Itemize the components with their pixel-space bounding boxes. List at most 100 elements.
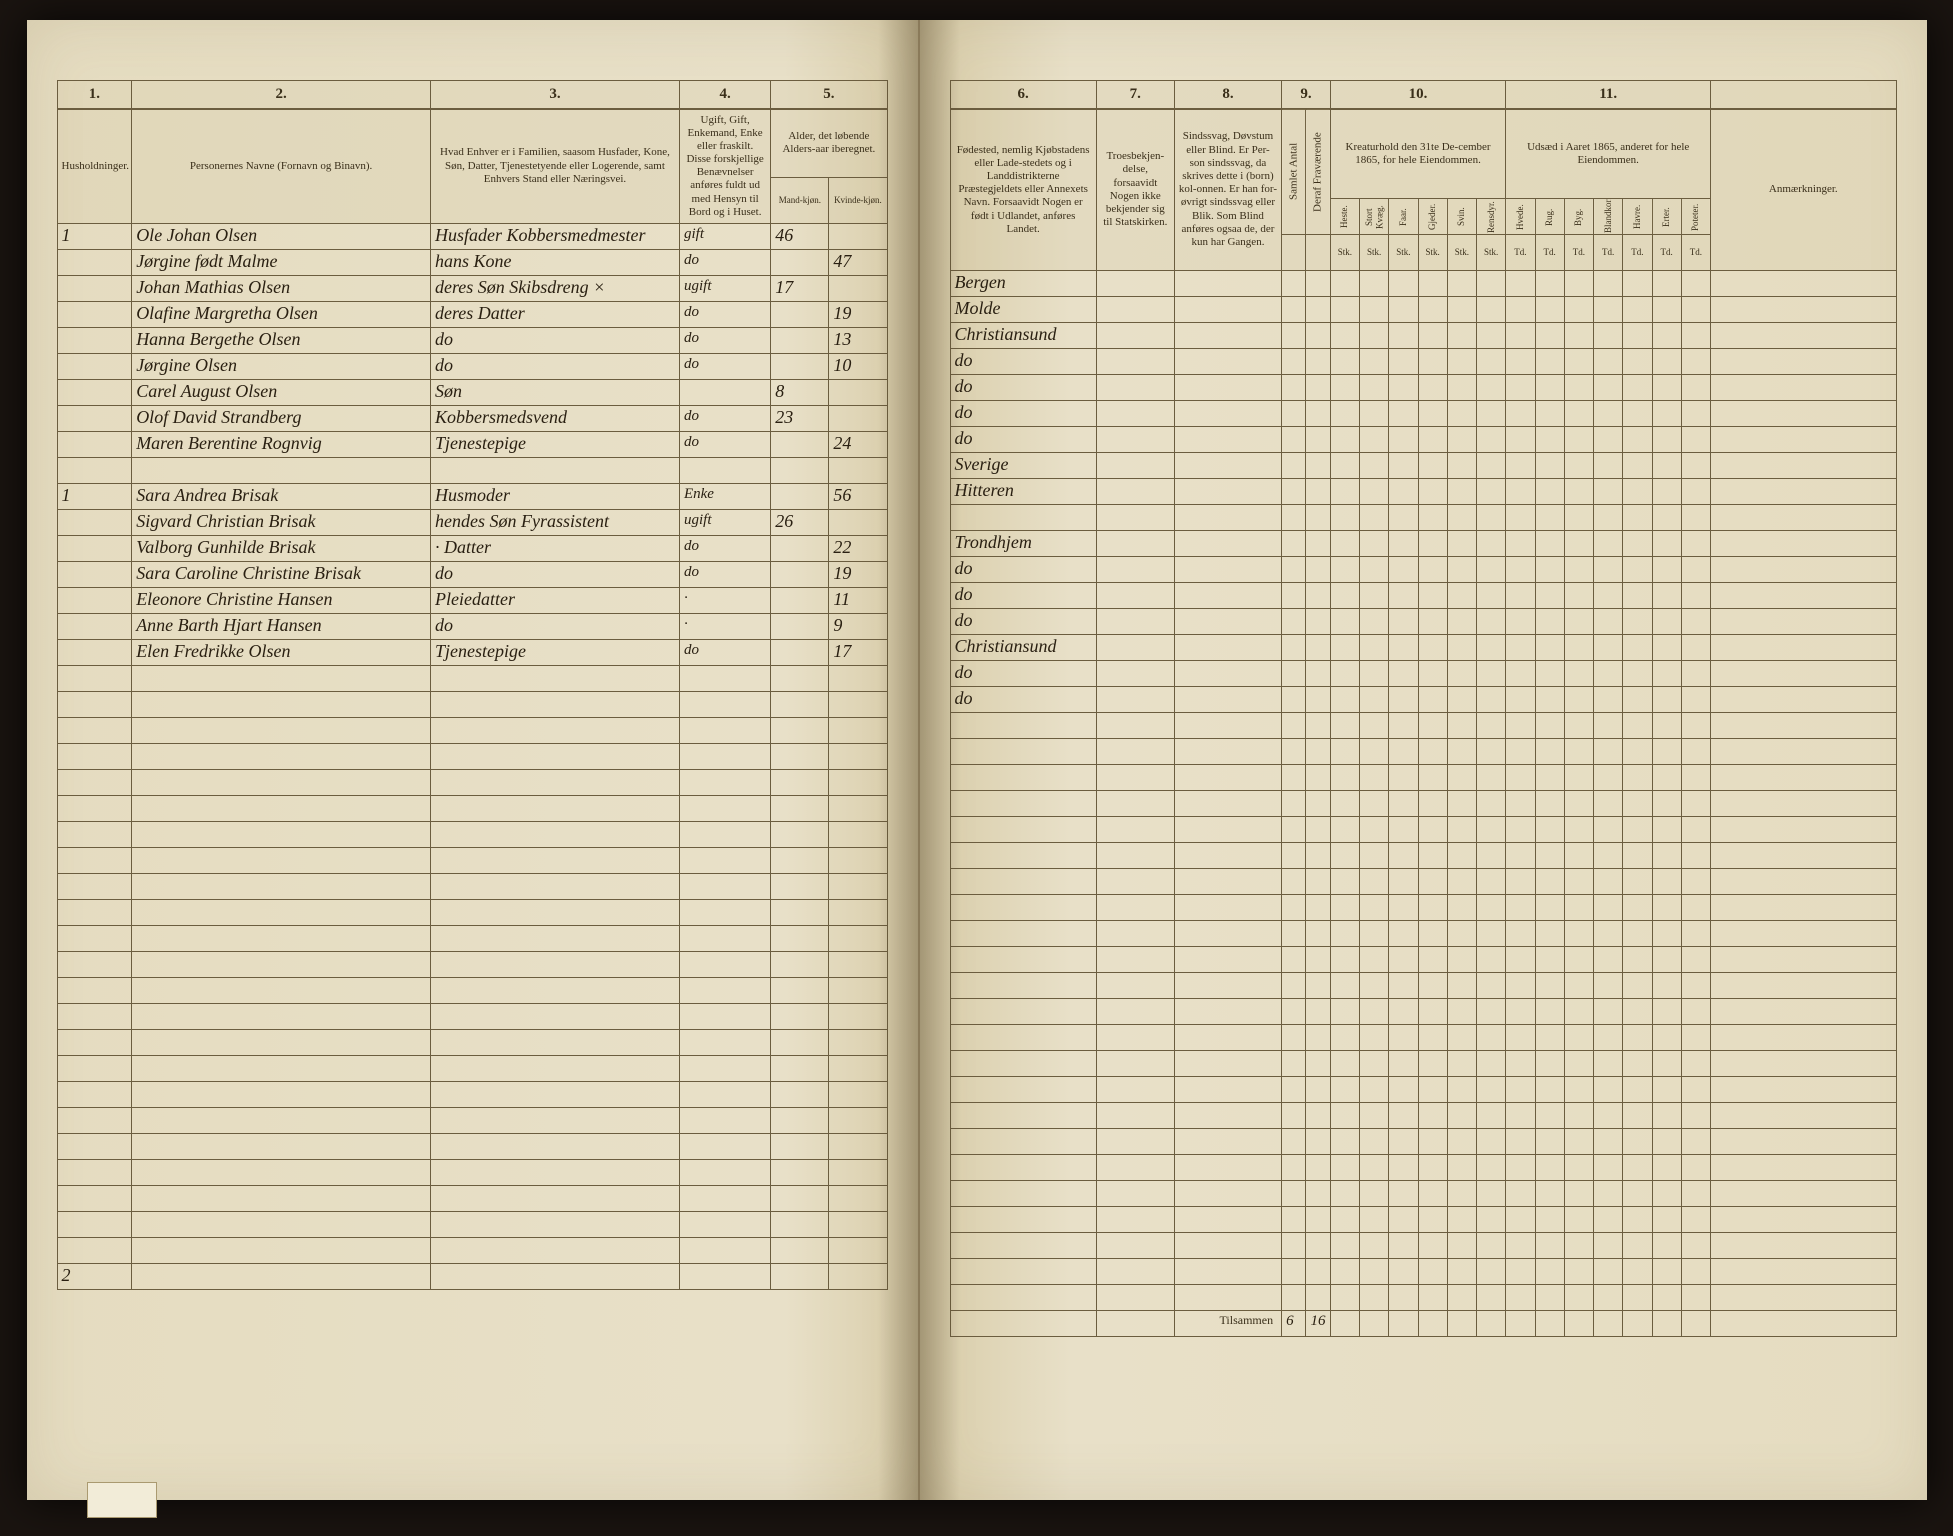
name-cell: Carel August Olsen — [132, 380, 431, 406]
empty-cell — [57, 1160, 132, 1186]
empty-cell — [1360, 1155, 1389, 1181]
empty-cell — [1623, 1051, 1652, 1077]
grid-cell — [1330, 687, 1359, 713]
empty-cell — [679, 848, 770, 874]
grid-cell — [1174, 687, 1281, 713]
empty-cell — [132, 1030, 431, 1056]
empty-cell — [1564, 817, 1593, 843]
grid-cell — [1652, 349, 1681, 375]
table-row: Christiansund — [950, 323, 1896, 349]
empty-cell — [1360, 1285, 1389, 1311]
grid-cell — [1681, 479, 1710, 505]
relation-cell: hendes Søn Fyrassistent — [430, 510, 679, 536]
empty-cell — [1447, 1259, 1476, 1285]
empty-cell — [1711, 869, 1896, 895]
grid-cell — [1477, 323, 1506, 349]
grid-cell — [1623, 323, 1652, 349]
name-cell: Johan Mathias Olsen — [132, 276, 431, 302]
relation-cell: Tjenestepige — [430, 640, 679, 666]
empty-cell — [1447, 765, 1476, 791]
empty-cell — [132, 1238, 431, 1264]
empty-cell — [1623, 713, 1652, 739]
empty-cell — [829, 874, 887, 900]
empty-cell — [1681, 1207, 1710, 1233]
empty-cell — [1447, 1207, 1476, 1233]
total-9a: 6 — [1282, 1311, 1306, 1337]
empty-cell — [1594, 791, 1623, 817]
age-f-cell: 47 — [829, 250, 887, 276]
empty-cell — [771, 770, 829, 796]
unit-label: Stk. — [1477, 235, 1506, 271]
empty-cell — [1360, 973, 1389, 999]
empty-cell — [1711, 947, 1896, 973]
remarks-cell — [1711, 271, 1896, 297]
empty-cell — [1096, 713, 1174, 739]
empty-cell — [1652, 973, 1681, 999]
empty-cell — [829, 1082, 887, 1108]
grid-cell — [1306, 609, 1330, 635]
empty-cell — [1506, 1181, 1535, 1207]
grid-cell — [1477, 297, 1506, 323]
name-cell: Maren Berentine Rognvig — [132, 432, 431, 458]
status-cell: · — [679, 588, 770, 614]
empty-cell — [132, 1186, 431, 1212]
empty-cell — [1306, 999, 1330, 1025]
empty-cell — [1506, 739, 1535, 765]
empty-cell — [1477, 1129, 1506, 1155]
empty-cell — [1360, 999, 1389, 1025]
table-row: Olof David StrandbergKobbersmedsvenddo23 — [57, 406, 887, 432]
grid-cell — [1282, 297, 1306, 323]
grid-cell — [1594, 323, 1623, 349]
empty-cell — [1623, 765, 1652, 791]
empty-cell — [950, 1285, 1096, 1311]
empty-cell — [1564, 1311, 1593, 1337]
empty-cell — [1681, 1259, 1710, 1285]
empty-cell — [1711, 739, 1896, 765]
table-row: Hitteren — [950, 479, 1896, 505]
empty-cell — [1535, 1129, 1564, 1155]
empty-cell — [1330, 1207, 1359, 1233]
age-m-cell — [771, 302, 829, 328]
empty-cell — [1535, 1155, 1564, 1181]
empty-cell — [430, 1056, 679, 1082]
col5b-header: Kvinde-kjøn. — [829, 178, 887, 224]
grid-cell — [1418, 479, 1447, 505]
empty-cell — [1282, 739, 1306, 765]
table-row — [57, 692, 887, 718]
empty-cell — [679, 1238, 770, 1264]
grid-cell — [1623, 635, 1652, 661]
empty-cell — [1418, 895, 1447, 921]
empty-cell — [1477, 1103, 1506, 1129]
grid-cell — [1389, 349, 1418, 375]
grid-cell — [1174, 531, 1281, 557]
remarks-header: Anmærkninger. — [1711, 109, 1896, 271]
grid-cell — [1652, 583, 1681, 609]
grid-cell — [1477, 375, 1506, 401]
empty-cell — [1096, 1259, 1174, 1285]
grid-cell — [1282, 583, 1306, 609]
birthplace-cell: Christiansund — [950, 635, 1096, 661]
remarks-cell — [1711, 323, 1896, 349]
grid-cell — [1096, 453, 1174, 479]
grid-cell — [1174, 271, 1281, 297]
empty-cell — [1535, 1025, 1564, 1051]
status-cell: do — [679, 302, 770, 328]
empty-cell — [1564, 1025, 1593, 1051]
empty-cell — [829, 1264, 887, 1290]
empty-cell — [771, 1108, 829, 1134]
age-f-cell: 13 — [829, 328, 887, 354]
empty-cell — [57, 1134, 132, 1160]
empty-cell — [1418, 1103, 1447, 1129]
table-row: Olafine Margretha Olsenderes Datterdo19 — [57, 302, 887, 328]
grid-cell — [1506, 427, 1535, 453]
col6-header: Fødested, nemlig Kjøbstadens eller Lade-… — [950, 109, 1096, 271]
empty-cell — [1389, 713, 1418, 739]
empty-cell — [1564, 1155, 1593, 1181]
empty-cell — [1535, 791, 1564, 817]
grid-cell — [1623, 349, 1652, 375]
relation-cell: Pleiedatter — [430, 588, 679, 614]
empty-cell — [1477, 921, 1506, 947]
grid-cell — [1282, 453, 1306, 479]
empty-cell — [430, 952, 679, 978]
grid-cell — [1282, 401, 1306, 427]
